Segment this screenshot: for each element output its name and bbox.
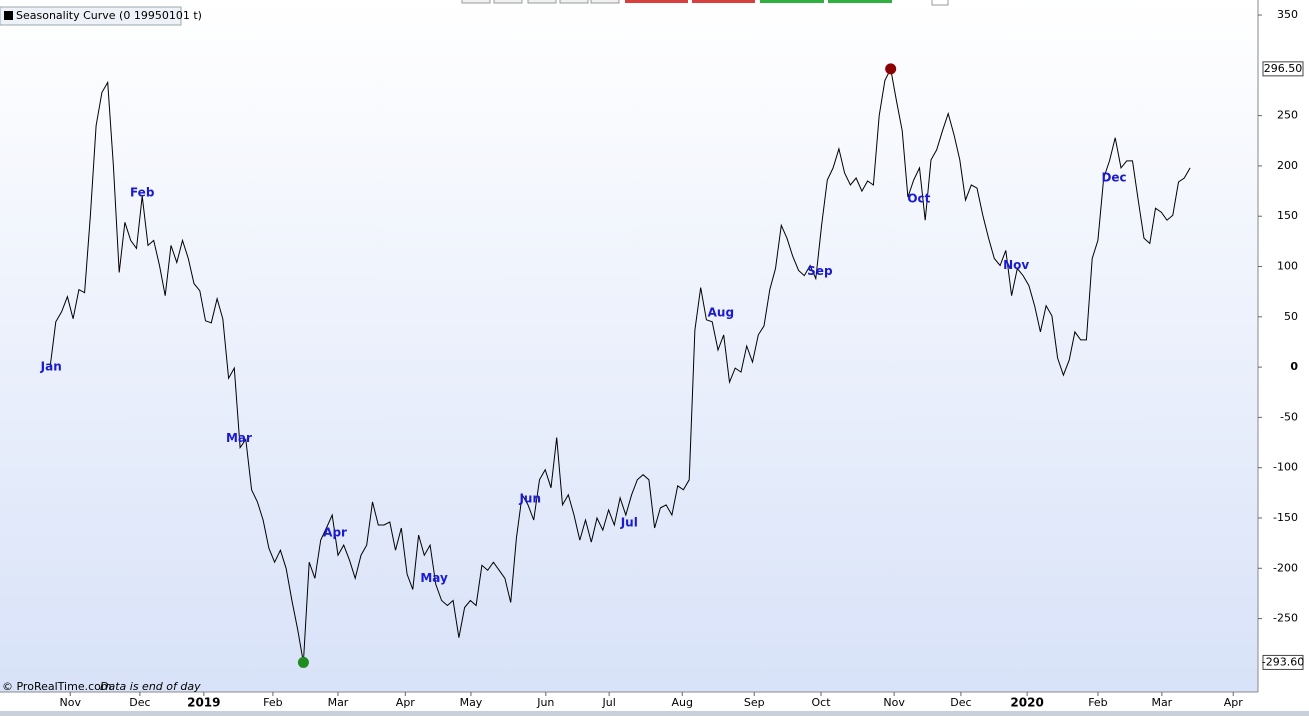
x-tick-label: Aug (672, 696, 693, 709)
x-tick-label: Nov (883, 696, 905, 709)
status-strip (0, 711, 1309, 716)
x-tick-label: Mar (328, 696, 349, 709)
x-tick-label: Apr (396, 696, 416, 709)
legend: Seasonality Curve (0 19950101 t) (0, 6, 202, 26)
month-annotation: Oct (907, 192, 930, 206)
x-tick-label: Sep (744, 696, 765, 709)
month-annotation: Feb (130, 186, 155, 200)
month-annotation: Jul (620, 516, 638, 530)
high-label-box (1262, 61, 1304, 77)
toolbar[interactable] (461, 0, 949, 6)
y-tick-label: 100 (1277, 260, 1298, 273)
x-tick-label: Mar (1151, 696, 1172, 709)
x-tick-label: Jul (601, 696, 615, 709)
plot-area (0, 0, 1258, 692)
month-annotation: Dec (1101, 170, 1126, 184)
y-tick-label: 250 (1277, 109, 1298, 122)
y-tick-label: -50 (1280, 410, 1298, 423)
month-annotation: Mar (226, 431, 252, 445)
month-annotation: Jan (40, 360, 62, 374)
y-tick-label: 50 (1284, 310, 1298, 323)
x-tick-label: May (460, 696, 483, 709)
y-tick-label: -250 (1273, 612, 1298, 625)
x-tick-label: 2019 (187, 696, 220, 710)
footer: © ProRealTime.com (2, 680, 112, 693)
month-annotation: May (420, 571, 448, 585)
footer-note: Data is end of day (100, 680, 201, 693)
y-tick-label: -100 (1273, 461, 1298, 474)
y-tick-label: -150 (1273, 511, 1298, 524)
series-line (49, 67, 1191, 663)
y-tick-label: 350 (1277, 8, 1298, 21)
high-label: 296.50 (1264, 62, 1303, 75)
month-annotation: Nov (1003, 258, 1029, 272)
low-label: -293.60 (1262, 655, 1304, 668)
x-tick-label: Dec (129, 696, 150, 709)
x-tick-label: Oct (811, 696, 831, 709)
legend-swatch (4, 11, 13, 20)
y-tick-label: 150 (1277, 209, 1298, 222)
low-marker (297, 656, 309, 668)
month-annotation: Sep (807, 264, 833, 278)
x-tick-label: Feb (1088, 696, 1107, 709)
x-tick-label: Nov (60, 696, 82, 709)
x-tick-label: Feb (263, 696, 282, 709)
chart-title: Seasonality Curve (0 19950101 t) (16, 9, 202, 22)
month-annotation: Apr (323, 526, 347, 540)
y-tick-label: -200 (1273, 561, 1298, 574)
y-tick-label: 0 (1290, 360, 1298, 373)
y-tick-label: 200 (1277, 159, 1298, 172)
x-tick-label: Dec (950, 696, 971, 709)
x-tick-label: Jun (536, 696, 554, 709)
x-tick-label: Apr (1224, 696, 1244, 709)
high-marker (885, 63, 897, 75)
x-tick-label: 2020 (1010, 696, 1043, 710)
month-annotation: Jun (518, 491, 541, 505)
low-label-box (1262, 654, 1304, 670)
month-annotation: Aug (708, 305, 734, 319)
